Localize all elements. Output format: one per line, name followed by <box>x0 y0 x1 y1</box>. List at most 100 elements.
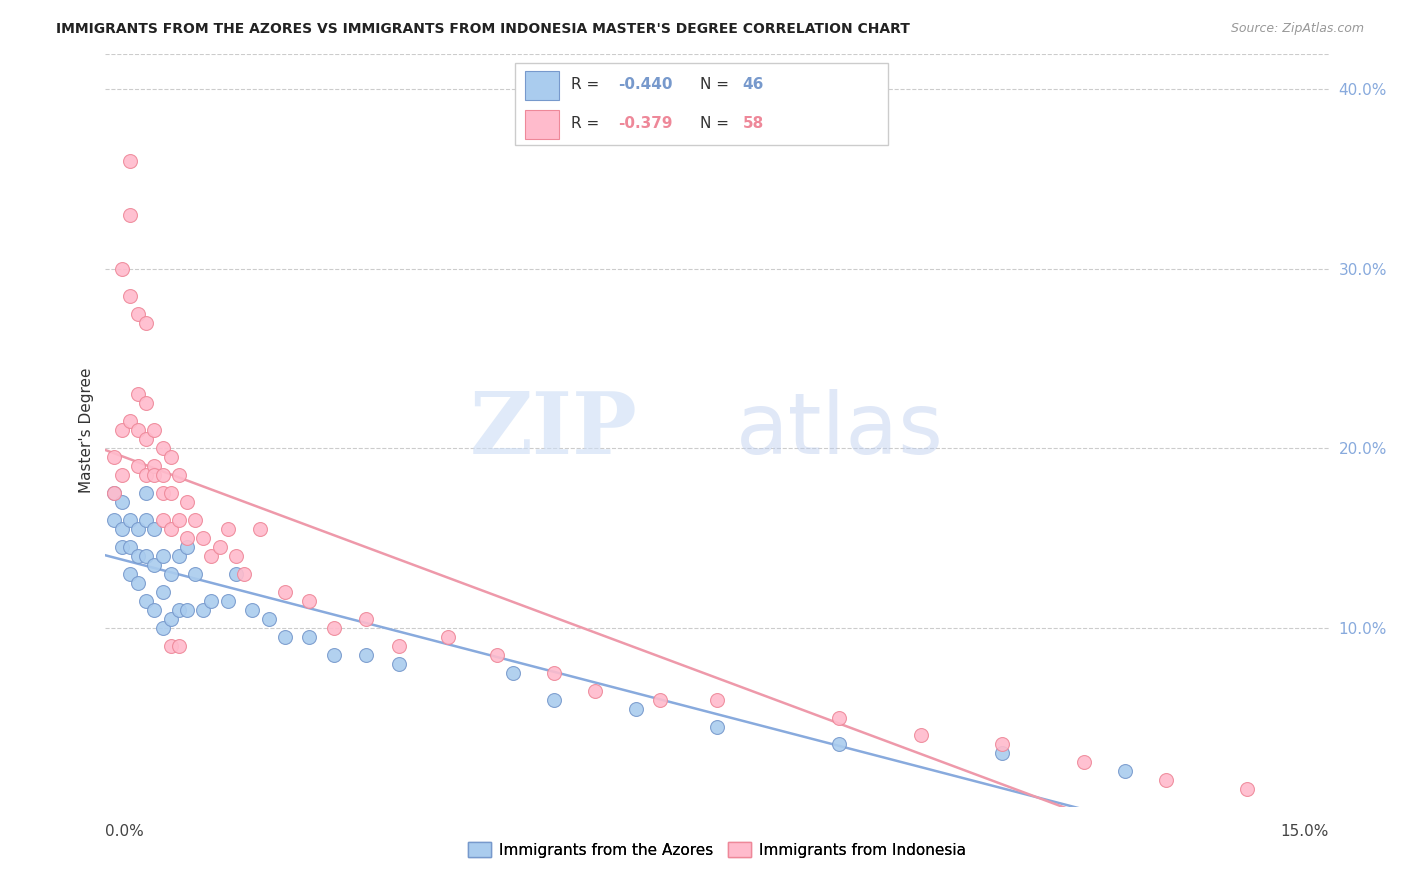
Point <box>135 513 157 527</box>
Point <box>910 729 932 743</box>
Point <box>706 719 728 733</box>
Point <box>257 612 280 626</box>
Point <box>167 549 190 563</box>
Point <box>103 486 125 500</box>
Point <box>135 468 157 483</box>
Point <box>127 522 149 536</box>
Point <box>274 585 297 599</box>
Text: ZIP: ZIP <box>470 388 637 473</box>
Point <box>240 603 263 617</box>
Text: -0.379: -0.379 <box>619 116 672 130</box>
Point <box>176 603 198 617</box>
Point <box>159 612 181 626</box>
Bar <box>524 111 560 139</box>
Point <box>543 692 565 706</box>
FancyBboxPatch shape <box>515 62 889 145</box>
Point <box>127 459 149 474</box>
Point <box>176 531 198 545</box>
Point <box>274 630 297 644</box>
Text: R =: R = <box>571 116 605 130</box>
Text: R =: R = <box>571 77 605 92</box>
Point <box>135 396 157 410</box>
Point <box>828 738 851 752</box>
Bar <box>524 71 560 100</box>
Point <box>828 710 851 724</box>
Point <box>143 468 166 483</box>
Point <box>118 289 141 303</box>
Point <box>184 513 207 527</box>
Text: 0.0%: 0.0% <box>105 824 145 838</box>
Point <box>143 424 166 438</box>
Point <box>1073 756 1095 770</box>
Point <box>118 513 141 527</box>
Text: 15.0%: 15.0% <box>1281 824 1329 838</box>
Point <box>111 495 134 509</box>
Point <box>388 639 411 653</box>
Point <box>111 522 134 536</box>
Point <box>135 486 157 500</box>
Point <box>152 513 174 527</box>
Point <box>706 692 728 706</box>
Point <box>143 459 166 474</box>
Point <box>1114 764 1136 779</box>
Point <box>103 513 125 527</box>
Point <box>208 540 231 554</box>
Point <box>127 387 149 401</box>
Point <box>143 558 166 572</box>
Point <box>152 549 174 563</box>
Point <box>502 665 524 680</box>
Point <box>388 657 411 671</box>
Point <box>184 566 207 581</box>
Point <box>118 154 141 169</box>
Point <box>143 522 166 536</box>
Point <box>152 621 174 635</box>
Point <box>111 424 134 438</box>
Point <box>111 468 134 483</box>
Point <box>143 603 166 617</box>
Point <box>233 566 256 581</box>
Point <box>159 639 181 653</box>
Point <box>583 683 606 698</box>
Point <box>356 612 378 626</box>
Point <box>103 450 125 465</box>
Point <box>159 486 181 500</box>
Point <box>111 261 134 276</box>
Point <box>322 648 344 662</box>
Point <box>437 630 460 644</box>
Y-axis label: Master's Degree: Master's Degree <box>79 368 94 493</box>
Point <box>991 747 1014 761</box>
Point <box>176 495 198 509</box>
Point <box>152 442 174 456</box>
Point <box>159 566 181 581</box>
Point <box>1236 782 1258 797</box>
Point <box>991 738 1014 752</box>
Text: -0.440: -0.440 <box>619 77 672 92</box>
Point <box>176 540 198 554</box>
Point <box>167 468 190 483</box>
Text: 58: 58 <box>742 116 763 130</box>
Point <box>200 549 222 563</box>
Point <box>152 468 174 483</box>
Point <box>118 540 141 554</box>
Point <box>322 621 344 635</box>
Point <box>193 531 215 545</box>
Point <box>217 522 239 536</box>
Point <box>127 549 149 563</box>
Point <box>118 208 141 222</box>
Text: N =: N = <box>700 116 734 130</box>
Point <box>225 549 247 563</box>
Point <box>167 603 190 617</box>
Point <box>135 594 157 608</box>
Point <box>648 692 671 706</box>
Point <box>135 316 157 330</box>
Point <box>1154 773 1177 788</box>
Point <box>127 576 149 591</box>
Text: N =: N = <box>700 77 734 92</box>
Point <box>543 665 565 680</box>
Point <box>298 594 321 608</box>
Point <box>217 594 239 608</box>
Point <box>249 522 271 536</box>
Text: atlas: atlas <box>735 389 943 472</box>
Point <box>298 630 321 644</box>
Point <box>167 513 190 527</box>
